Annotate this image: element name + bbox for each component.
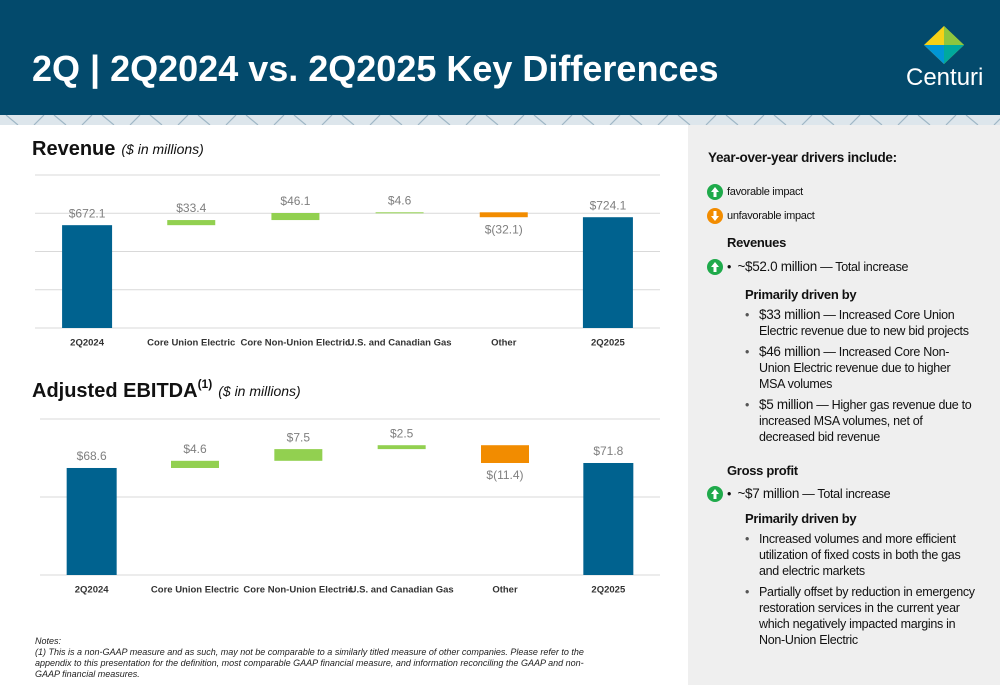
total-bar — [583, 462, 634, 575]
value-label: $(11.4) — [486, 468, 523, 482]
legend-unfavorable: unfavorable impact — [727, 210, 815, 222]
driver-item: Partially offset by reduction in emergen… — [745, 584, 977, 648]
total-bar — [582, 217, 633, 328]
total-text: — Total increase — [802, 487, 891, 501]
category-label: U.S. and Canadian Gas — [348, 338, 452, 349]
chart-title-text: Revenue — [32, 138, 115, 160]
value-label: $672.1 — [69, 206, 106, 220]
change-bar — [375, 212, 424, 214]
chart-title: Adjusted EBITDA(1) ($ in millions) — [32, 377, 301, 402]
total-bar — [62, 225, 113, 328]
driver-item: $5 million — Higher gas revenue due to i… — [745, 397, 977, 445]
up-icon — [707, 259, 723, 275]
total-text: — Total increase — [820, 260, 909, 274]
legend-icons — [707, 184, 723, 224]
chart-title-text: Adjusted EBITDA — [32, 380, 198, 402]
category-label: 2Q2025 — [591, 585, 626, 596]
notes: Notes: (1) This is a non-GAAP measure an… — [35, 636, 605, 680]
change-bar — [479, 212, 528, 218]
category-label: Other — [491, 338, 517, 349]
driver-list: $33 million — Increased Core Union Elect… — [745, 307, 977, 450]
value-label: $33.4 — [176, 201, 206, 215]
value-label: $68.6 — [77, 449, 107, 463]
value-label: $724.1 — [590, 198, 627, 212]
slide-title: 2Q | 2Q2024 vs. 2Q2025 Key Differences — [32, 48, 719, 89]
category-label: Core Non-Union Electric — [241, 338, 351, 349]
chart-title: Revenue ($ in millions) — [32, 138, 204, 160]
section-heading: Gross profit — [727, 463, 798, 478]
driver-item: $46 million — Increased Core Non-Union E… — [745, 344, 977, 392]
sub-heading: Primarily driven by — [745, 511, 857, 526]
value-label: $4.6 — [183, 442, 207, 456]
change-bar — [167, 220, 216, 226]
up-icon — [707, 486, 723, 502]
value-label: $71.8 — [593, 444, 623, 458]
change-bar — [274, 449, 323, 461]
item-amount: $46 million — [759, 344, 821, 359]
sidebar-title: Year-over-year drivers include: — [708, 150, 897, 165]
category-label: 2Q2025 — [591, 338, 626, 349]
item-text: — Higher gas revenue due to increased MS… — [759, 398, 972, 444]
driver-item: Increased volumes and more efficient uti… — [745, 531, 977, 579]
value-label: $2.5 — [390, 426, 414, 440]
chart-subtitle: ($ in millions) — [121, 141, 203, 157]
category-label: Core Non-Union Electric — [243, 585, 353, 596]
legend-favorable: favorable impact — [727, 186, 803, 198]
section-total: • ~$52.0 million — Total increase — [727, 259, 909, 274]
sub-heading: Primarily driven by — [745, 287, 857, 302]
category-label: Core Union Electric — [151, 585, 239, 596]
section-heading: Revenues — [727, 235, 787, 250]
header — [0, 0, 1000, 115]
driver-list: Increased volumes and more efficient uti… — [745, 531, 977, 653]
value-label: $7.5 — [287, 430, 311, 444]
category-label: 2Q2024 — [70, 338, 105, 349]
section-total: • ~$7 million — Total increase — [727, 486, 891, 501]
item-text: — Increased Core Union Electric revenue … — [759, 308, 969, 338]
item-text: Partially offset by reduction in emergen… — [759, 585, 975, 647]
category-label: Core Union Electric — [147, 338, 235, 349]
item-amount: $5 million — [759, 397, 814, 412]
item-text: — Increased Core Non-Union Electric reve… — [759, 345, 951, 391]
notes-heading: Notes: — [35, 636, 62, 646]
value-label: $(32.1) — [485, 222, 523, 236]
total-bar — [66, 467, 117, 575]
item-text: Increased volumes and more efficient uti… — [759, 532, 961, 578]
category-label: U.S. and Canadian Gas — [350, 585, 454, 596]
change-bar — [271, 213, 320, 221]
change-bar — [481, 445, 529, 463]
chart-subtitle: ($ in millions) — [218, 383, 300, 399]
total-amount: ~$7 million — [737, 486, 800, 501]
value-label: $46.1 — [280, 194, 310, 208]
item-amount: $33 million — [759, 307, 821, 322]
change-bar — [171, 460, 219, 468]
value-label: $4.6 — [388, 193, 412, 207]
stripe — [0, 115, 1000, 125]
notes-text: (1) This is a non-GAAP measure and as su… — [35, 647, 584, 679]
charts: Revenue ($ in millions) $672.1 2Q2024 $33.4 C… — [32, 138, 660, 596]
driver-item: $33 million — Increased Core Union Elect… — [745, 307, 977, 339]
logo-icon — [924, 26, 964, 64]
title-superscript: (1) — [198, 377, 213, 391]
category-label: Other — [492, 585, 518, 596]
logo-text: Centuri — [906, 64, 984, 91]
category-label: 2Q2024 — [75, 585, 110, 596]
total-amount: ~$52.0 million — [737, 259, 817, 274]
change-bar — [377, 445, 426, 450]
